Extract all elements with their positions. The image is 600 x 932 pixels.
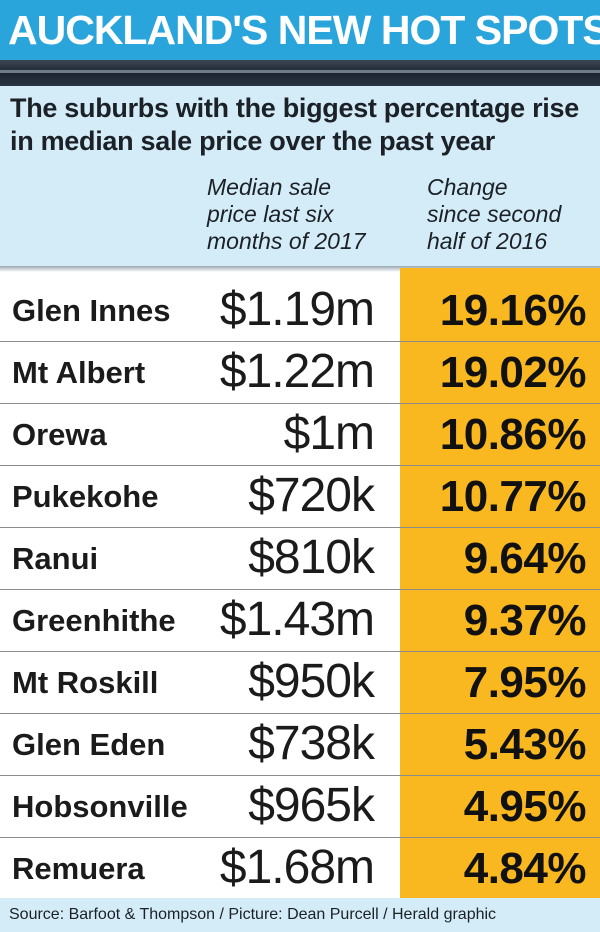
title-bar: AUCKLAND'S NEW HOT SPOTS [0,0,600,60]
band-stripe [0,70,600,73]
table-row: Glen Eden $738k 5.43% [0,714,600,776]
chart-subtitle: The suburbs with the biggest percentage … [10,93,579,156]
median-price: $1.19m [219,283,375,336]
percent-change: 5.43% [463,720,587,769]
table-row: Mt Albert $1.22m 19.02% [0,342,600,404]
table-row: Pukekohe $720k 10.77% [0,466,600,528]
row-divider [0,403,600,404]
median-price: $950k [248,655,375,708]
percent-change: 7.95% [463,658,587,707]
percent-change: 9.37% [463,596,587,645]
median-price: $1.43m [219,593,375,646]
percent-change: 4.95% [463,782,587,831]
table-row: Orewa $1m 10.86% [0,404,600,466]
suburb-name: Glen Eden [12,727,166,762]
median-price: $965k [248,779,375,832]
row-divider [0,465,600,466]
percent-change: 19.16% [439,286,587,335]
suburb-name: Orewa [12,417,107,452]
percent-change: 4.84% [463,844,587,893]
percent-change: 9.64% [463,534,587,583]
median-price: $1m [283,407,375,460]
title-underline-band [0,60,600,86]
table-body: Glen Innes $1.19m 19.16% Mt Albert $1.22m 19.… [0,280,600,898]
suburb-name: Mt Albert [12,355,146,390]
table-row: Greenhithe $1.43m 9.37% [0,590,600,652]
footer: Source: Barfoot & Thompson / Picture: De… [0,898,600,932]
percent-change: 10.86% [439,410,587,459]
median-price: $1.68m [219,841,375,894]
suburb-name: Mt Roskill [12,665,159,700]
row-divider [0,527,600,528]
percent-change: 19.02% [439,348,587,397]
median-price: $738k [248,717,375,770]
row-divider [0,341,600,342]
column-header-change: Change since second half of 2016 [427,174,562,254]
row-divider [0,713,600,714]
median-price: $1.22m [219,345,375,398]
table-row: Mt Roskill $950k 7.95% [0,652,600,714]
header-shadow [0,266,600,272]
header-panel: The suburbs with the biggest percentage … [0,86,600,266]
suburb-name: Hobsonville [12,789,188,824]
median-price: $810k [248,531,375,584]
column-header-price: Median sale price last six months of 201… [207,174,366,254]
suburb-name: Ranui [12,541,99,576]
row-divider [0,775,600,776]
table-row: Ranui $810k 9.64% [0,528,600,590]
change-column-highlight [400,268,600,898]
table-row: Glen Innes $1.19m 19.16% [0,280,600,342]
suburb-name: Greenhithe [12,603,176,638]
suburb-name: Glen Innes [12,293,171,328]
row-divider [0,651,600,652]
percent-change: 10.77% [439,472,587,521]
table-row: Hobsonville $965k 4.95% [0,776,600,838]
suburb-name: Remuera [12,851,145,886]
table-row: Remuera $1.68m 4.84% [0,838,600,900]
source-credit: Source: Barfoot & Thompson / Picture: De… [9,906,497,923]
chart-title: AUCKLAND'S NEW HOT SPOTS [8,7,600,53]
row-divider [0,837,600,838]
suburb-name: Pukekohe [12,479,159,514]
median-price: $720k [248,469,375,522]
row-divider [0,589,600,590]
